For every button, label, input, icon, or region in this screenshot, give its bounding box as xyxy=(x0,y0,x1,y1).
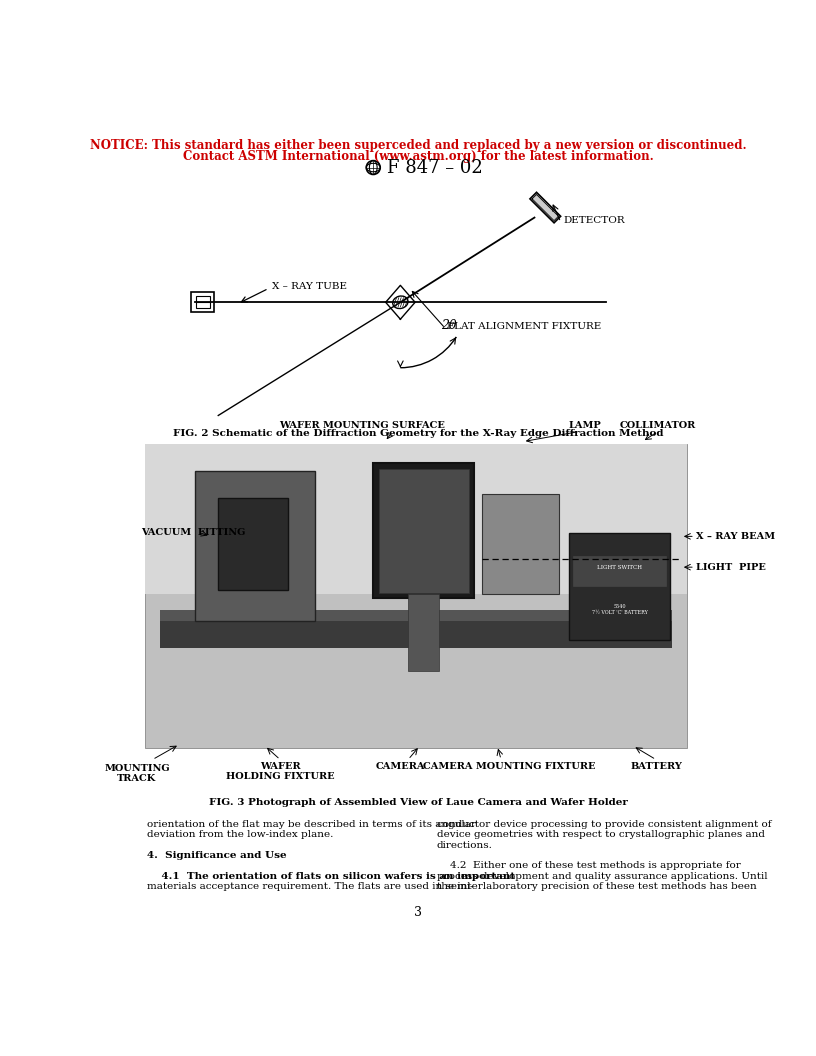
FancyBboxPatch shape xyxy=(160,621,672,648)
Text: CAMERA MOUNTING FIXTURE: CAMERA MOUNTING FIXTURE xyxy=(423,762,595,771)
FancyBboxPatch shape xyxy=(481,494,559,595)
Text: DETECTOR: DETECTOR xyxy=(563,216,625,225)
Text: orientation of the flat may be described in terms of its angular: orientation of the flat may be described… xyxy=(147,819,476,829)
FancyBboxPatch shape xyxy=(570,532,670,640)
Text: 4.1  The orientation of flats on silicon wafers is an important: 4.1 The orientation of flats on silicon … xyxy=(147,871,515,881)
FancyBboxPatch shape xyxy=(379,469,468,592)
Text: the interlaboratory precision of these test methods has been: the interlaboratory precision of these t… xyxy=(437,882,756,891)
Ellipse shape xyxy=(392,296,408,308)
Text: 4.2  Either one of these test methods is appropriate for: 4.2 Either one of these test methods is … xyxy=(437,862,741,870)
Text: F 847 – 02: F 847 – 02 xyxy=(388,158,483,176)
Text: directions.: directions. xyxy=(437,841,493,849)
FancyBboxPatch shape xyxy=(144,444,687,748)
Text: BATTERY: BATTERY xyxy=(630,762,682,771)
Text: COLLIMATOR: COLLIMATOR xyxy=(619,421,696,430)
Text: deviation from the low-index plane.: deviation from the low-index plane. xyxy=(147,830,333,840)
FancyBboxPatch shape xyxy=(144,444,687,595)
FancyBboxPatch shape xyxy=(373,464,474,598)
Text: 5540
7½ VOLT 'C' BATTERY: 5540 7½ VOLT 'C' BATTERY xyxy=(592,604,648,615)
FancyBboxPatch shape xyxy=(573,555,666,586)
Text: X – RAY TUBE: X – RAY TUBE xyxy=(273,282,348,291)
FancyBboxPatch shape xyxy=(195,471,315,621)
Polygon shape xyxy=(530,192,561,223)
Text: FIG. 2 Schematic of the Diffraction Geometry for the X-Ray Edge Diffraction Meth: FIG. 2 Schematic of the Diffraction Geom… xyxy=(173,429,663,437)
FancyBboxPatch shape xyxy=(408,595,439,672)
Text: WAFER
HOLDING FIXTURE: WAFER HOLDING FIXTURE xyxy=(226,762,335,781)
Text: device geometries with respect to crystallographic planes and: device geometries with respect to crysta… xyxy=(437,830,765,840)
Text: FLAT ALIGNMENT FIXTURE: FLAT ALIGNMENT FIXTURE xyxy=(447,322,601,332)
Text: 2θ: 2θ xyxy=(441,319,456,332)
Text: LAMP: LAMP xyxy=(569,421,601,430)
Text: CAMERA: CAMERA xyxy=(375,762,425,771)
Text: MOUNTING
TRACK: MOUNTING TRACK xyxy=(104,763,170,782)
Text: materials acceptance requirement. The flats are used in semi-: materials acceptance requirement. The fl… xyxy=(147,882,473,891)
Text: LIGHT SWITCH: LIGHT SWITCH xyxy=(597,565,642,569)
Text: 3: 3 xyxy=(415,906,422,920)
FancyBboxPatch shape xyxy=(196,296,210,308)
Text: X – RAY BEAM: X – RAY BEAM xyxy=(696,532,775,541)
Text: WAFER MOUNTING SURFACE: WAFER MOUNTING SURFACE xyxy=(279,421,445,430)
FancyBboxPatch shape xyxy=(191,293,215,313)
Text: FIG. 3 Photograph of Assembled View of Laue Camera and Wafer Holder: FIG. 3 Photograph of Assembled View of L… xyxy=(209,798,628,807)
Text: conductor device processing to provide consistent alignment of: conductor device processing to provide c… xyxy=(437,819,771,829)
FancyBboxPatch shape xyxy=(160,609,672,621)
Text: LIGHT  PIPE: LIGHT PIPE xyxy=(696,563,766,571)
Text: process development and quality assurance applications. Until: process development and quality assuranc… xyxy=(437,871,767,881)
Text: 4.  Significance and Use: 4. Significance and Use xyxy=(147,851,286,860)
Text: VACUUM  FITTING: VACUUM FITTING xyxy=(140,528,245,538)
Text: Contact ASTM International (www.astm.org) for the latest information.: Contact ASTM International (www.astm.org… xyxy=(183,150,654,163)
FancyBboxPatch shape xyxy=(218,497,288,590)
Text: NOTICE: This standard has either been superceded and replaced by a new version o: NOTICE: This standard has either been su… xyxy=(90,139,747,152)
